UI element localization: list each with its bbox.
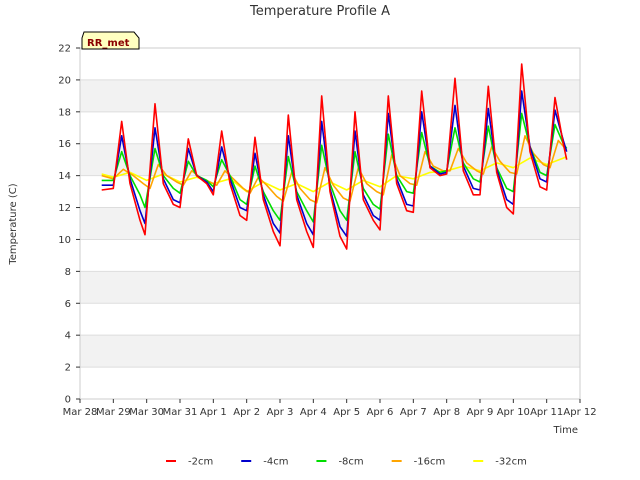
x-tick-label: Apr 6 (367, 407, 394, 418)
legend: -2cm -4cm -8cm -16cm -32cm (166, 457, 527, 468)
plot-band (80, 335, 580, 368)
x-tick-label: Apr 3 (267, 407, 294, 418)
x-tick-label: Mar 29 (96, 407, 131, 418)
x-tick-label: Apr 7 (400, 407, 427, 418)
legend-item: -2cm (166, 457, 213, 468)
y-tick-label: 0 (65, 395, 71, 406)
y-tick-label: 2 (65, 363, 71, 374)
legend-label: -2cm (188, 457, 213, 468)
plot-band (80, 271, 580, 304)
y-tick-label: 12 (58, 203, 71, 214)
plot-frame (79, 47, 581, 400)
series-line-16cm (101, 135, 568, 204)
y-tick-label: 8 (65, 267, 71, 278)
x-tick-label: Mar 28 (63, 407, 98, 418)
x-tick-label: Apr 10 (497, 407, 530, 418)
legend-label: -32cm (495, 457, 527, 468)
station-badge-box (81, 31, 140, 50)
plot-band (80, 79, 580, 112)
x-tick-label: Apr 11 (530, 407, 563, 418)
y-tick-label: 14 (58, 171, 71, 182)
legend-label: -16cm (414, 457, 446, 468)
y-tick-label: 18 (58, 107, 71, 118)
legend-item: -32cm (473, 457, 527, 468)
y-tick-label: 6 (65, 299, 71, 310)
x-tick-label: Apr 8 (433, 407, 460, 418)
y-tick-label: 16 (58, 139, 71, 150)
legend-item: -8cm (316, 457, 364, 468)
legend-item: -16cm (391, 457, 446, 468)
y-axis-label: Temperature (C) (8, 183, 19, 265)
legend-item: -4cm (241, 457, 288, 468)
x-tick-label: Apr 4 (300, 407, 327, 418)
series-line-32cm (101, 155, 568, 193)
y-axis-ticks: 0 2 4 6 8 10 12 14 16 18 20 22 (58, 44, 80, 406)
station-badge: RR_met (81, 31, 140, 50)
x-tick-label: Apr 9 (467, 407, 494, 418)
x-tick-label: Apr 5 (333, 407, 360, 418)
y-tick-label: 10 (58, 235, 71, 246)
legend-label: -8cm (338, 457, 363, 468)
x-axis-label: Time (553, 425, 578, 436)
x-tick-label: Mar 30 (129, 407, 164, 418)
y-tick-label: 22 (58, 44, 71, 55)
x-tick-label: Apr 2 (233, 407, 260, 418)
x-tick-label: Apr 1 (200, 407, 227, 418)
x-tick-label: Mar 31 (163, 407, 198, 418)
x-tick-label: Apr 12 (563, 407, 596, 418)
series-lines (101, 63, 568, 250)
station-badge-text: RR_met (87, 38, 130, 49)
series-line-2cm (101, 63, 568, 250)
y-tick-label: 20 (58, 75, 71, 86)
y-tick-label: 4 (65, 331, 71, 342)
chart-title: Temperature Profile A (249, 4, 390, 19)
plot-bands (80, 79, 580, 368)
legend-label: -4cm (263, 457, 288, 468)
plot-band (80, 207, 580, 240)
